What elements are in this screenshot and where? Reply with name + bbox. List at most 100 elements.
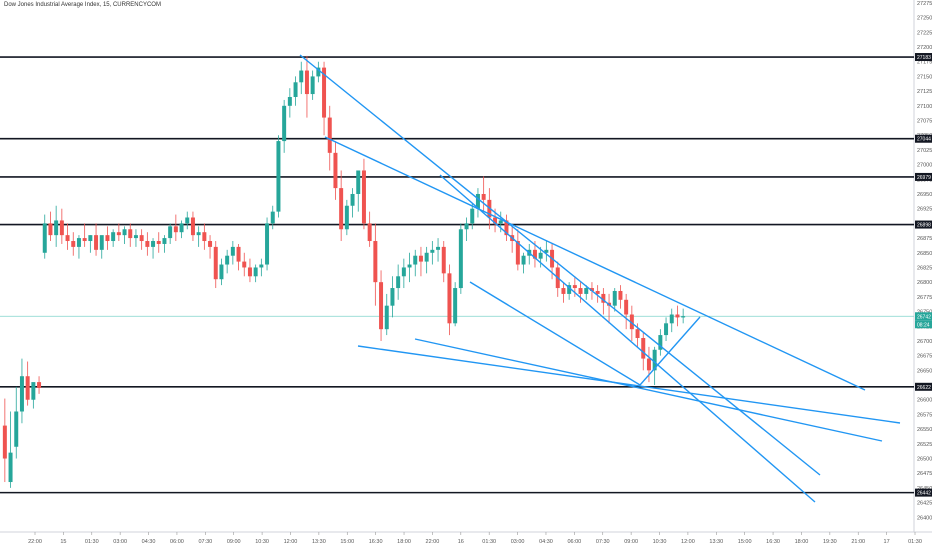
candle-body bbox=[396, 276, 401, 289]
x-tick-label: 06:00 bbox=[170, 539, 184, 545]
y-tick-label: 26850 bbox=[917, 251, 932, 257]
candle-body bbox=[179, 223, 184, 233]
candle-body bbox=[367, 223, 372, 242]
y-tick-label: 26575 bbox=[917, 412, 932, 418]
candle-body bbox=[652, 349, 657, 371]
y-tick-label: 27000 bbox=[917, 163, 932, 169]
candle-body bbox=[504, 220, 509, 236]
candle-body bbox=[475, 193, 480, 209]
candle-body bbox=[48, 223, 53, 236]
candle-body bbox=[156, 241, 161, 244]
x-tick-label: 19:30 bbox=[823, 539, 837, 545]
candle-body bbox=[629, 314, 634, 330]
y-tick-label: 26675 bbox=[917, 354, 932, 360]
candle-body bbox=[316, 67, 321, 77]
candle-body bbox=[19, 376, 24, 412]
candle-body bbox=[333, 152, 338, 189]
candle-body bbox=[151, 241, 156, 247]
candle-body bbox=[624, 299, 629, 315]
candle-body bbox=[247, 267, 252, 277]
candle-body bbox=[105, 235, 110, 242]
candle-body bbox=[470, 208, 475, 224]
candle-body bbox=[407, 264, 412, 268]
x-tick-label: 10:30 bbox=[653, 539, 667, 545]
y-tick-label: 27200 bbox=[917, 45, 932, 51]
candle-body bbox=[379, 282, 384, 330]
level-label-box bbox=[915, 172, 932, 181]
candle-body bbox=[202, 232, 207, 242]
x-tick-label: 21:00 bbox=[851, 539, 865, 545]
candle-body bbox=[532, 249, 537, 259]
x-tick-label: 07:30 bbox=[198, 539, 212, 545]
candle-body bbox=[515, 241, 520, 265]
level-label-box bbox=[915, 488, 932, 497]
level-label: 26898 bbox=[917, 223, 931, 229]
candle-body bbox=[635, 329, 640, 339]
x-tick-label: 12:00 bbox=[681, 539, 695, 545]
candle-body bbox=[259, 264, 264, 268]
candle-body bbox=[173, 226, 178, 233]
candle-body bbox=[196, 232, 201, 236]
candle-body bbox=[82, 238, 87, 242]
candle-body bbox=[2, 425, 7, 459]
candle-body bbox=[612, 290, 617, 306]
x-tick-label: 01:30 bbox=[85, 539, 99, 545]
candle-body bbox=[430, 249, 435, 253]
x-tick-label: 22:00 bbox=[28, 539, 42, 545]
y-tick-label: 26950 bbox=[917, 192, 932, 198]
y-tick-label: 27250 bbox=[917, 16, 932, 22]
y-tick-label: 26525 bbox=[917, 442, 932, 448]
candle-body bbox=[601, 293, 606, 303]
candle-body bbox=[304, 70, 309, 95]
y-tick-label: 26400 bbox=[917, 515, 932, 521]
level-label: 26979 bbox=[917, 175, 931, 181]
candle-body bbox=[276, 141, 281, 212]
candle-body bbox=[54, 220, 59, 236]
candle-body bbox=[65, 235, 70, 242]
level-label-box bbox=[915, 220, 932, 229]
candle-body bbox=[225, 255, 230, 265]
candle-body bbox=[361, 170, 366, 224]
candle-body bbox=[458, 229, 463, 289]
candle-body bbox=[293, 82, 298, 97]
candle-body bbox=[133, 235, 138, 239]
candle-body bbox=[76, 238, 81, 247]
candle-body bbox=[270, 211, 275, 224]
candle-body bbox=[122, 229, 127, 236]
x-tick-label: 13:30 bbox=[709, 539, 723, 545]
x-tick-label: 17 bbox=[884, 539, 890, 545]
candle-body bbox=[230, 246, 235, 256]
level-label-box bbox=[915, 53, 932, 62]
x-tick-label: 04:30 bbox=[142, 539, 156, 545]
y-tick-label: 27100 bbox=[917, 104, 932, 110]
candle-body bbox=[88, 235, 93, 242]
candle-body bbox=[681, 316, 686, 318]
candle-body bbox=[578, 288, 583, 294]
current-price-box bbox=[915, 312, 932, 321]
candle-body bbox=[71, 241, 76, 247]
x-tick-label: 16:30 bbox=[369, 539, 383, 545]
x-tick-label: 04:30 bbox=[539, 539, 553, 545]
candle-body bbox=[658, 335, 663, 350]
candle-body bbox=[185, 217, 190, 224]
y-tick-label: 26550 bbox=[917, 427, 932, 433]
candle-body bbox=[538, 252, 543, 259]
candle-body bbox=[99, 235, 104, 250]
x-tick-label: 03:00 bbox=[511, 539, 525, 545]
candle-body bbox=[128, 229, 133, 239]
candle-body bbox=[116, 232, 121, 236]
candle-body bbox=[145, 241, 150, 247]
y-tick-label: 27075 bbox=[917, 119, 932, 125]
candle-body bbox=[242, 261, 247, 268]
y-tick-label: 26775 bbox=[917, 295, 932, 301]
y-tick-label: 27025 bbox=[917, 148, 932, 154]
trendline bbox=[639, 316, 701, 386]
y-tick-label: 26475 bbox=[917, 471, 932, 477]
candle-body bbox=[498, 220, 503, 224]
candle-body bbox=[42, 223, 47, 253]
x-tick-label: 06:00 bbox=[567, 539, 581, 545]
candle-body bbox=[401, 267, 406, 277]
candle-body bbox=[59, 220, 64, 236]
x-tick-label: 18:00 bbox=[397, 539, 411, 545]
